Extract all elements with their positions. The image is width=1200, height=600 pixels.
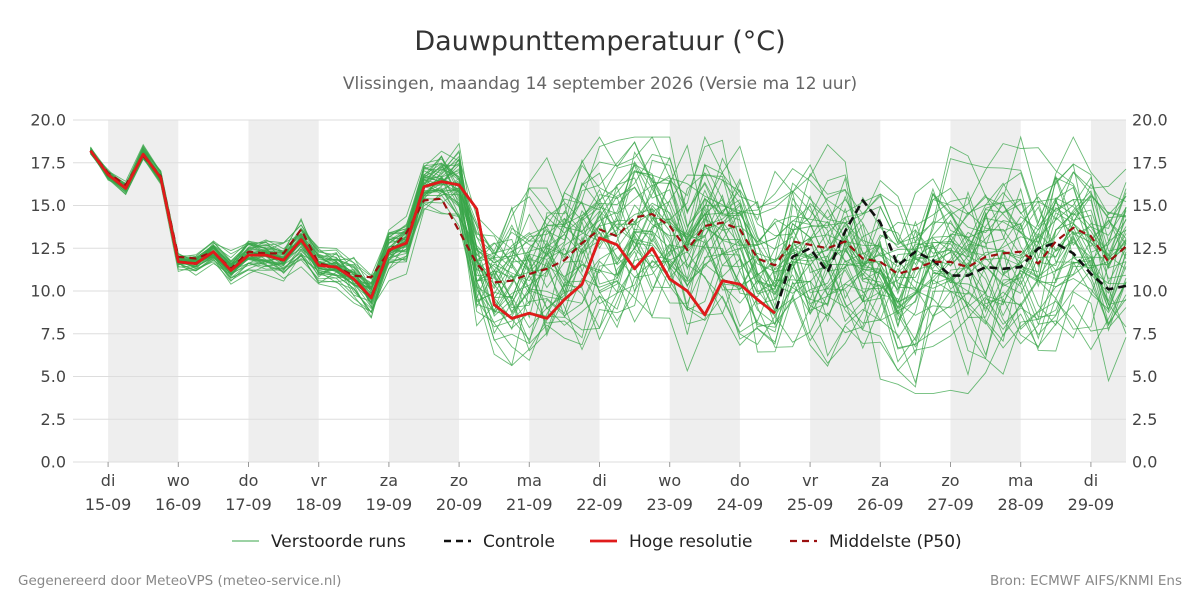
legend: Verstoorde runs Controle Hoge resolutie Mid…: [232, 532, 962, 552]
legend-label-3: Hoge resolutie: [629, 532, 753, 552]
x-tick-day: za: [380, 471, 398, 490]
footer-generator: Gegenereerd door MeteoVPS (meteo-service…: [18, 573, 341, 589]
y-tick-right: 5.0: [1132, 367, 1157, 386]
x-tick-day: zo: [450, 471, 468, 490]
y-tick-right: 10.0: [1132, 282, 1168, 301]
y-tick-left: 12.5: [30, 239, 66, 258]
ensemble-member-23: [90, 147, 1127, 329]
x-tick-date: 28-09: [997, 495, 1044, 514]
x-tick-day: vr: [311, 471, 327, 490]
x-axis: di 15-09 wo 16-09 do 17-09 vr 18-09 za 19-09 zo 20-…: [85, 462, 1114, 514]
chart-subtitle: Vlissingen, maandag 14 september 2026 (V…: [343, 74, 857, 94]
series-hoge-resolutie: [89, 149, 776, 320]
x-tick-day: di: [101, 471, 116, 490]
x-tick-day: ma: [517, 471, 542, 490]
legend-label-4: Middelste (P50): [829, 532, 962, 552]
x-tick-date: 24-09: [717, 495, 764, 514]
x-tick-date: 27-09: [927, 495, 974, 514]
chart-title: Dauwpunttemperatuur (°C): [414, 26, 785, 57]
ensemble-member-30: [90, 148, 1127, 346]
x-tick-date: 17-09: [225, 495, 272, 514]
ensemble-member-34: [90, 151, 1127, 342]
x-tick-date: 22-09: [576, 495, 623, 514]
y-tick-left: 20.0: [30, 111, 66, 130]
y-axis-left: 0.0 2.5 5.0 7.5 10.0 12.5 15.0 17.5 20.0: [30, 111, 66, 472]
ensemble-member-48: [90, 147, 1127, 356]
y-tick-left: 0.0: [41, 453, 66, 472]
ensemble-member-32: [90, 149, 1127, 385]
x-tick-day: di: [592, 471, 607, 490]
y-tick-right: 20.0: [1132, 111, 1168, 130]
x-tick-date: 20-09: [436, 495, 483, 514]
x-tick-date: 15-09: [85, 495, 132, 514]
legend-label-1: Verstoorde runs: [271, 532, 406, 552]
main-series: [89, 149, 1127, 320]
ensemble-member-45: [90, 149, 1127, 373]
ensemble-member-41: [90, 139, 1127, 348]
y-tick-right: 12.5: [1132, 239, 1168, 258]
x-tick-day: za: [871, 471, 889, 490]
x-tick-date: 19-09: [366, 495, 413, 514]
x-tick-day: do: [730, 471, 750, 490]
y-tick-left: 15.0: [30, 196, 66, 215]
y-tick-right: 15.0: [1132, 196, 1168, 215]
y-tick-left: 5.0: [41, 367, 66, 386]
x-tick-day: wo: [658, 471, 681, 490]
x-tick-day: ma: [1008, 471, 1033, 490]
ensemble-member-7: [90, 150, 1127, 388]
ensemble-member-49: [90, 150, 1127, 383]
y-tick-left: 17.5: [30, 153, 66, 172]
x-tick-date: 29-09: [1068, 495, 1115, 514]
y-tick-left: 10.0: [30, 282, 66, 301]
x-tick-date: 23-09: [646, 495, 693, 514]
ensemble-member-1: [90, 136, 1127, 291]
series-middelste-p50-: [89, 150, 1127, 284]
ensemble-member-50: [90, 143, 1127, 311]
legend-label-2: Controle: [483, 532, 555, 552]
x-tick-day: do: [239, 471, 259, 490]
y-tick-right: 17.5: [1132, 153, 1168, 172]
footer-source: Bron: ECMWF AIFS/KNMI Ens: [990, 573, 1182, 589]
ensemble-member-42: [90, 150, 1127, 345]
y-tick-right: 0.0: [1132, 453, 1157, 472]
y-tick-left: 2.5: [41, 410, 66, 429]
x-tick-date: 25-09: [787, 495, 834, 514]
ensemble-member-10: [90, 146, 1127, 290]
x-tick-date: 21-09: [506, 495, 553, 514]
x-tick-day: zo: [941, 471, 959, 490]
x-tick-date: 26-09: [857, 495, 904, 514]
x-tick-date: 18-09: [295, 495, 342, 514]
x-tick-day: di: [1084, 471, 1099, 490]
y-axis-right: 0.0 2.5 5.0 7.5 10.0 12.5 15.0 17.5 20.0: [1132, 111, 1168, 472]
y-tick-right: 2.5: [1132, 410, 1157, 429]
x-tick-date: 16-09: [155, 495, 202, 514]
x-tick-day: wo: [167, 471, 190, 490]
x-tick-day: vr: [802, 471, 818, 490]
y-tick-left: 7.5: [41, 324, 66, 343]
y-tick-right: 7.5: [1132, 324, 1157, 343]
ensemble-member-29: [90, 148, 1127, 331]
